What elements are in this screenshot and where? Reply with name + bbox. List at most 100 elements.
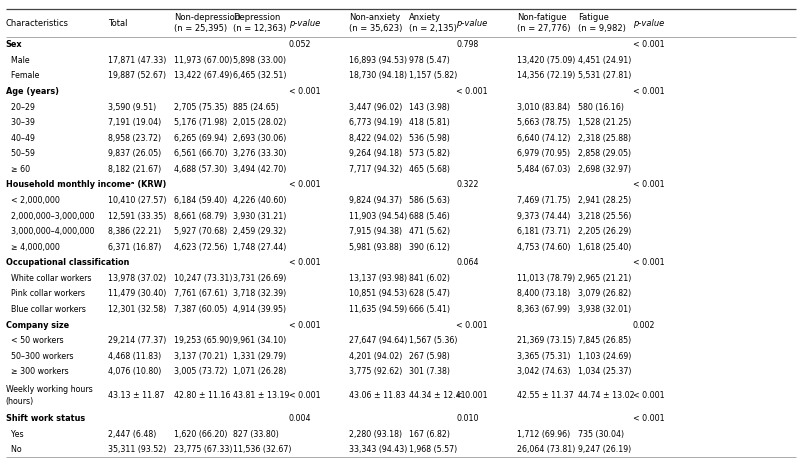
Text: 978 (5.47): 978 (5.47) <box>409 56 449 65</box>
Text: Female: Female <box>6 71 39 81</box>
Text: 390 (6.12): 390 (6.12) <box>409 243 449 252</box>
Text: 26,064 (73.81): 26,064 (73.81) <box>517 445 575 454</box>
Text: 1,618 (25.40): 1,618 (25.40) <box>578 243 631 252</box>
Text: 13,978 (37.02): 13,978 (37.02) <box>108 274 166 283</box>
Text: 13,137 (93.98): 13,137 (93.98) <box>349 274 407 283</box>
Text: 167 (6.82): 167 (6.82) <box>409 430 449 438</box>
Text: 3,930 (31.21): 3,930 (31.21) <box>233 212 286 220</box>
Text: 3,000,000–4,000,000: 3,000,000–4,000,000 <box>6 227 94 236</box>
Text: 11,536 (32.67): 11,536 (32.67) <box>233 445 291 454</box>
Text: < 0.001: < 0.001 <box>289 320 321 330</box>
Text: 5,484 (67.03): 5,484 (67.03) <box>517 165 571 174</box>
Text: < 0.001: < 0.001 <box>633 87 665 96</box>
Text: Non-anxiety
(n = 35,623): Non-anxiety (n = 35,623) <box>349 13 402 33</box>
Text: 4,688 (57.30): 4,688 (57.30) <box>174 165 227 174</box>
Text: < 0.001: < 0.001 <box>289 87 321 96</box>
Text: 6,773 (94.19): 6,773 (94.19) <box>349 118 402 127</box>
Text: 9,264 (94.18): 9,264 (94.18) <box>349 150 401 158</box>
Text: 4,623 (72.56): 4,623 (72.56) <box>174 243 227 252</box>
Text: 1,331 (29.79): 1,331 (29.79) <box>233 352 286 361</box>
Text: Total: Total <box>108 19 127 28</box>
Text: 2,205 (26.29): 2,205 (26.29) <box>578 227 631 236</box>
Text: 11,635 (94.59): 11,635 (94.59) <box>349 305 407 314</box>
Text: No: No <box>6 445 22 454</box>
Text: 735 (30.04): 735 (30.04) <box>578 430 624 438</box>
Text: 4,451 (24.91): 4,451 (24.91) <box>578 56 631 65</box>
Text: 7,845 (26.85): 7,845 (26.85) <box>578 336 631 345</box>
Text: 5,981 (93.88): 5,981 (93.88) <box>349 243 401 252</box>
Text: White collar workers: White collar workers <box>6 274 91 283</box>
Text: 1,968 (5.57): 1,968 (5.57) <box>409 445 456 454</box>
Text: 2,318 (25.88): 2,318 (25.88) <box>578 134 630 143</box>
Text: < 50 workers: < 50 workers <box>6 336 63 345</box>
Text: 5,176 (71.98): 5,176 (71.98) <box>174 118 227 127</box>
Text: 5,898 (33.00): 5,898 (33.00) <box>233 56 286 65</box>
Text: < 0.001: < 0.001 <box>633 181 665 189</box>
Text: 666 (5.41): 666 (5.41) <box>409 305 449 314</box>
Text: 11,903 (94.54): 11,903 (94.54) <box>349 212 407 220</box>
Text: 9,837 (26.05): 9,837 (26.05) <box>108 150 161 158</box>
Text: 50–300 workers: 50–300 workers <box>6 352 73 361</box>
Text: 1,071 (26.28): 1,071 (26.28) <box>233 367 286 376</box>
Text: 3,731 (26.69): 3,731 (26.69) <box>233 274 286 283</box>
Text: 536 (5.98): 536 (5.98) <box>409 134 449 143</box>
Text: 2,705 (75.35): 2,705 (75.35) <box>174 103 227 112</box>
Text: 42.55 ± 11.37: 42.55 ± 11.37 <box>517 391 574 400</box>
Text: 0.052: 0.052 <box>289 40 311 50</box>
Text: 8,422 (94.02): 8,422 (94.02) <box>349 134 402 143</box>
Text: 4,226 (40.60): 4,226 (40.60) <box>233 196 286 205</box>
Text: 586 (5.63): 586 (5.63) <box>409 196 449 205</box>
Text: 1,528 (21.25): 1,528 (21.25) <box>578 118 631 127</box>
Text: 21,369 (73.15): 21,369 (73.15) <box>517 336 575 345</box>
Text: 3,276 (33.30): 3,276 (33.30) <box>233 150 286 158</box>
Text: 43.06 ± 11.83: 43.06 ± 11.83 <box>349 391 405 400</box>
Text: ≥ 300 workers: ≥ 300 workers <box>6 367 68 376</box>
Text: < 0.001: < 0.001 <box>456 391 488 400</box>
Text: 2,459 (29.32): 2,459 (29.32) <box>233 227 286 236</box>
Text: 4,753 (74.60): 4,753 (74.60) <box>517 243 571 252</box>
Text: 471 (5.62): 471 (5.62) <box>409 227 449 236</box>
Text: 7,761 (67.61): 7,761 (67.61) <box>174 289 227 299</box>
Text: 2,858 (29.05): 2,858 (29.05) <box>578 150 630 158</box>
Text: Sex: Sex <box>6 40 22 50</box>
Text: < 0.001: < 0.001 <box>456 320 488 330</box>
Text: 2,698 (32.97): 2,698 (32.97) <box>578 165 630 174</box>
Text: 7,387 (60.05): 7,387 (60.05) <box>174 305 227 314</box>
Text: 143 (3.98): 143 (3.98) <box>409 103 449 112</box>
Text: 6,561 (66.70): 6,561 (66.70) <box>174 150 227 158</box>
Text: 3,218 (25.56): 3,218 (25.56) <box>578 212 631 220</box>
Text: Weekly working hours
(hours): Weekly working hours (hours) <box>6 385 93 406</box>
Text: 23,775 (67.33): 23,775 (67.33) <box>174 445 232 454</box>
Text: Anxiety
(n = 2,135): Anxiety (n = 2,135) <box>409 13 456 33</box>
Text: 6,181 (73.71): 6,181 (73.71) <box>517 227 571 236</box>
Text: Company size: Company size <box>6 320 69 330</box>
Text: < 2,000,000: < 2,000,000 <box>6 196 60 205</box>
Text: 14,356 (72.19): 14,356 (72.19) <box>517 71 575 81</box>
Text: Non-depression
(n = 25,395): Non-depression (n = 25,395) <box>174 13 240 33</box>
Text: 841 (6.02): 841 (6.02) <box>409 274 449 283</box>
Text: 30–39: 30–39 <box>6 118 34 127</box>
Text: ≥ 60: ≥ 60 <box>6 165 30 174</box>
Text: 9,373 (74.44): 9,373 (74.44) <box>517 212 571 220</box>
Text: 18,730 (94.18): 18,730 (94.18) <box>349 71 407 81</box>
Text: 11,013 (78.79): 11,013 (78.79) <box>517 274 575 283</box>
Text: ≥ 4,000,000: ≥ 4,000,000 <box>6 243 60 252</box>
Text: p-value: p-value <box>633 19 664 28</box>
Text: 301 (7.38): 301 (7.38) <box>409 367 449 376</box>
Text: Non-fatigue
(n = 27,776): Non-fatigue (n = 27,776) <box>517 13 571 33</box>
Text: 8,386 (22.21): 8,386 (22.21) <box>108 227 161 236</box>
Text: 16,893 (94.53): 16,893 (94.53) <box>349 56 407 65</box>
Text: 4,201 (94.02): 4,201 (94.02) <box>349 352 402 361</box>
Text: 13,420 (75.09): 13,420 (75.09) <box>517 56 575 65</box>
Text: Shift work status: Shift work status <box>6 414 85 423</box>
Text: 10,247 (73.31): 10,247 (73.31) <box>174 274 232 283</box>
Text: Household monthly incomeᵃ (KRW): Household monthly incomeᵃ (KRW) <box>6 181 166 189</box>
Text: 3,042 (74.63): 3,042 (74.63) <box>517 367 571 376</box>
Text: 5,927 (70.68): 5,927 (70.68) <box>174 227 227 236</box>
Text: 688 (5.46): 688 (5.46) <box>409 212 449 220</box>
Text: 3,447 (96.02): 3,447 (96.02) <box>349 103 402 112</box>
Text: < 0.001: < 0.001 <box>289 181 321 189</box>
Text: 418 (5.81): 418 (5.81) <box>409 118 449 127</box>
Text: 2,447 (6.48): 2,447 (6.48) <box>108 430 156 438</box>
Text: 573 (5.82): 573 (5.82) <box>409 150 449 158</box>
